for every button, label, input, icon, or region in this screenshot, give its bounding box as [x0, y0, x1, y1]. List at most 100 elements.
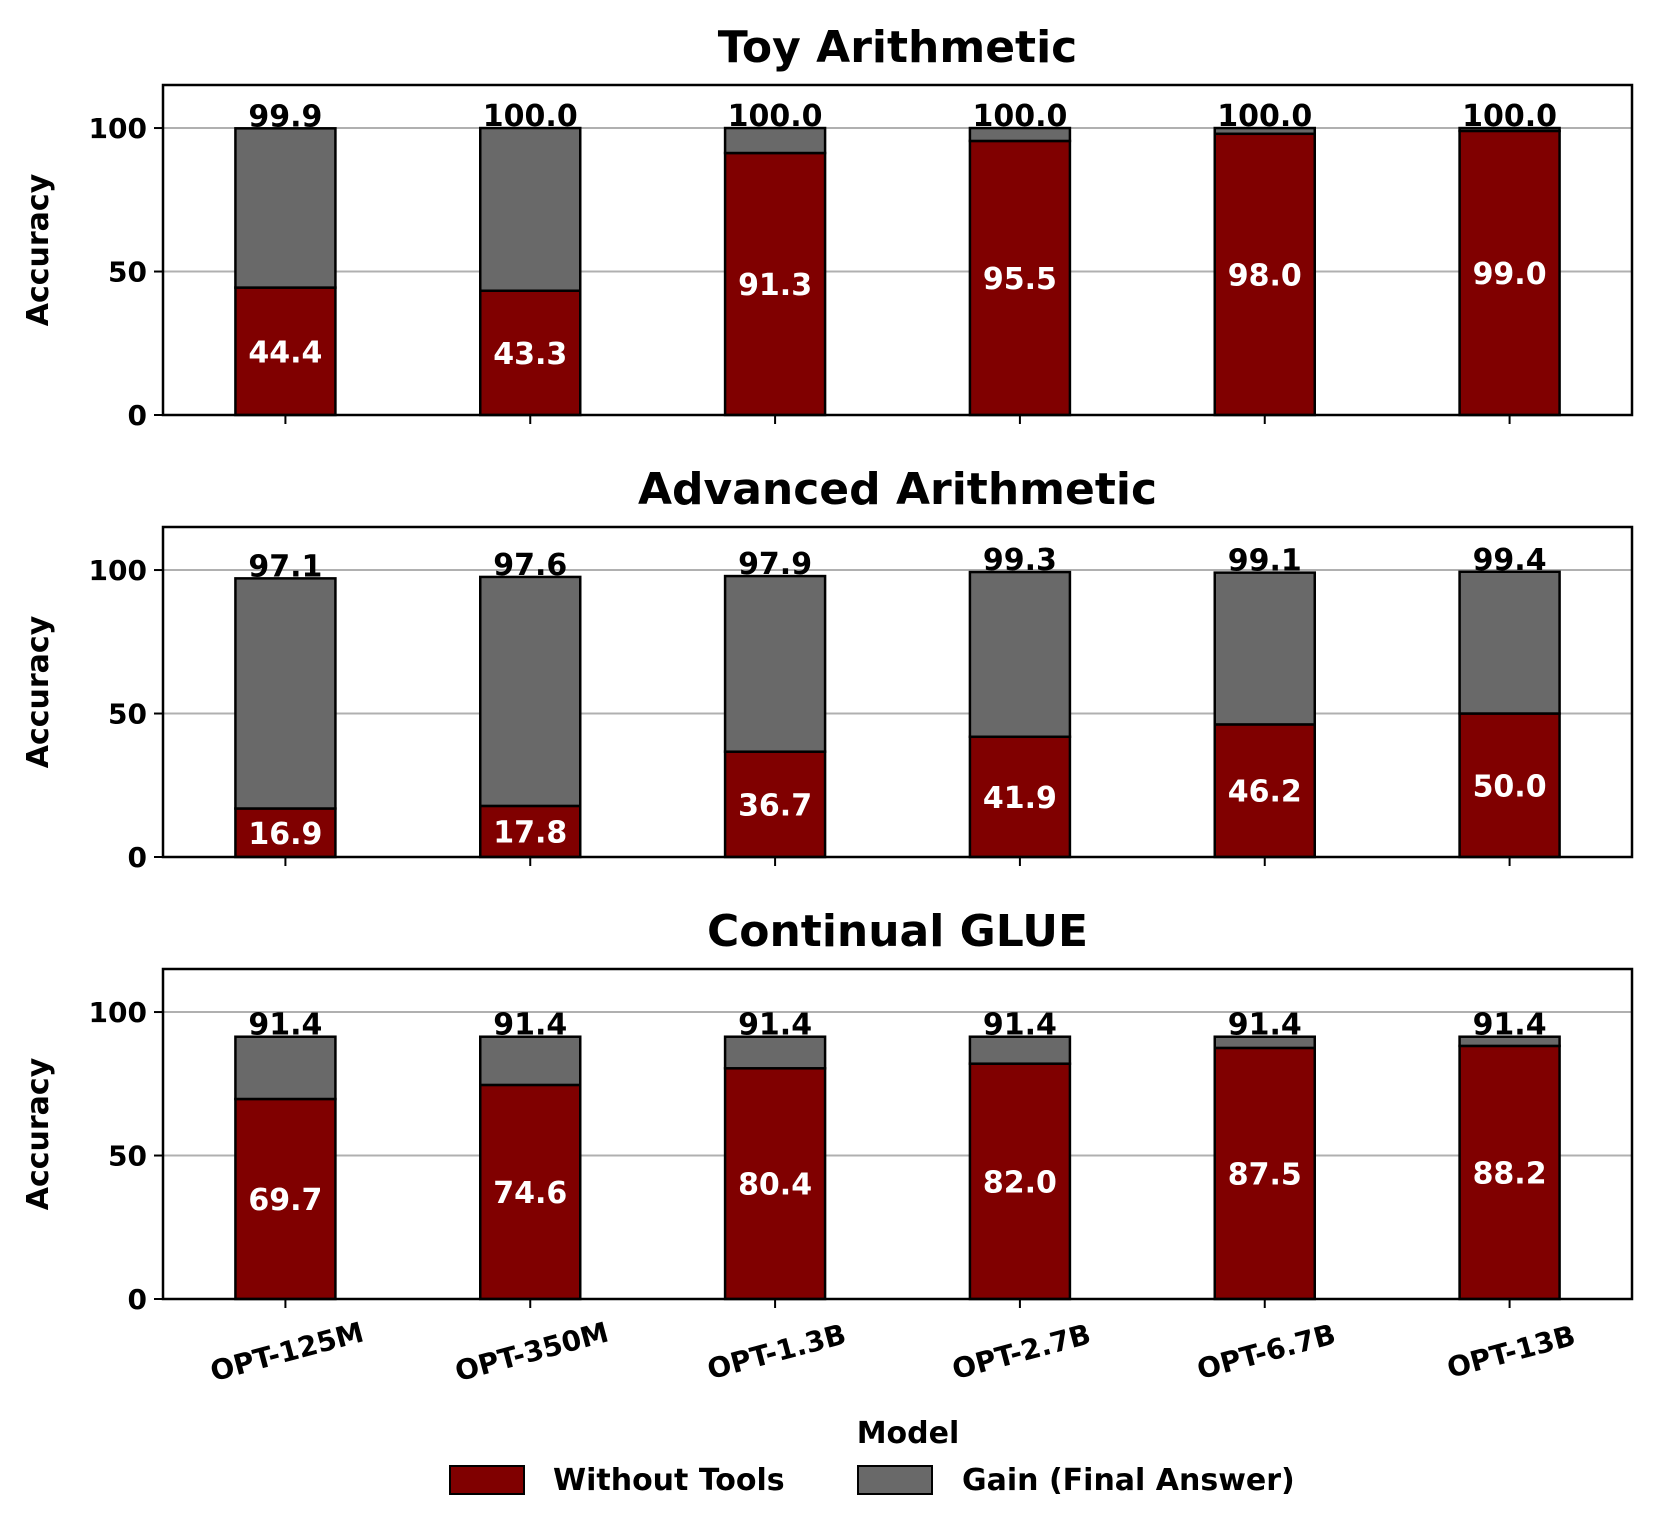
bar-value-label-without-tools: 91.3	[738, 268, 812, 303]
y-tick-label: 50	[108, 1140, 147, 1173]
bar-gain	[234, 127, 337, 289]
bar-without-tools	[479, 289, 582, 417]
bar-value-label-without-tools: 17.8	[493, 815, 567, 850]
y-tick-label: 0	[128, 1283, 147, 1316]
bar-value-label-without-tools: 99.0	[1473, 257, 1547, 292]
bar-gain	[1213, 571, 1316, 726]
x-tick-label: OPT-2.7B	[949, 1318, 1095, 1387]
bar-total-label: 91.4	[983, 1008, 1057, 1043]
bar-gain	[1458, 1035, 1561, 1048]
bar-total-label: 99.1	[1228, 544, 1302, 579]
y-tick-label: 0	[128, 841, 147, 874]
bar-gain	[1458, 570, 1561, 715]
bar-total-label: 100.0	[483, 99, 578, 134]
bar-without-tools	[1213, 723, 1316, 859]
chart-panel: Advanced Arithmetic Accuracy 0 50 100 16.9 97.…	[21, 464, 1634, 874]
bar-value-label-without-tools: 16.9	[248, 817, 322, 852]
bar-total-label: 99.9	[248, 99, 322, 134]
bar-value-label-without-tools: 87.5	[1228, 1157, 1302, 1192]
x-tick-label: OPT-6.7B	[1194, 1318, 1340, 1387]
plot-frame	[161, 83, 1634, 417]
bar-gain	[968, 1035, 1072, 1065]
bar-without-tools	[723, 151, 827, 417]
bar-without-tools	[968, 1062, 1072, 1301]
bar-total-label: 100.0	[1217, 99, 1312, 134]
bar-value-label-without-tools: 46.2	[1228, 775, 1302, 810]
bar-without-tools	[723, 750, 827, 859]
bar-without-tools	[234, 286, 337, 417]
legend-label-gain: Gain (Final Answer)	[962, 1463, 1295, 1498]
legend-swatch-gain	[857, 1465, 933, 1495]
bar-gain	[723, 126, 827, 155]
y-tick-label: 100	[89, 554, 147, 587]
bar-without-tools	[479, 1083, 582, 1301]
bar-total-label: 100.0	[972, 99, 1067, 134]
bar-without-tools	[1458, 1044, 1561, 1301]
bar-value-label-without-tools: 82.0	[983, 1165, 1057, 1200]
bar-value-label-without-tools: 36.7	[738, 788, 812, 823]
bar-value-label-without-tools: 80.4	[738, 1168, 812, 1203]
bar-gain	[723, 574, 827, 753]
bar-value-label-without-tools: 41.9	[983, 781, 1057, 816]
plot-frame	[161, 967, 1634, 1301]
x-axis-label: Model	[857, 1416, 960, 1451]
bar-total-label: 100.0	[728, 99, 823, 134]
bar-total-label: 97.9	[738, 547, 812, 582]
chart-panels: Toy Arithmetic Accuracy 0 50 100 44.4 99.9 43.3…	[21, 22, 1634, 1389]
bar-gain	[479, 126, 582, 292]
bar-gain	[479, 1035, 582, 1087]
bar-gain	[234, 577, 337, 810]
y-tick-label: 50	[108, 256, 147, 289]
bar-total-label: 97.6	[493, 548, 567, 583]
bar-value-label-without-tools: 50.0	[1473, 769, 1547, 804]
bar-gain	[479, 575, 582, 808]
bar-total-label: 91.4	[493, 1008, 567, 1043]
bar-without-tools	[479, 804, 582, 859]
bar-total-label: 91.4	[248, 1008, 322, 1043]
bar-total-label: 100.0	[1462, 99, 1557, 134]
x-tick-label: OPT-350M	[452, 1316, 612, 1389]
y-tick-label: 50	[108, 698, 147, 731]
bar-gain	[968, 126, 1072, 143]
bar-value-label-without-tools: 44.4	[248, 335, 322, 370]
bar-without-tools	[234, 807, 337, 859]
bar-without-tools	[968, 139, 1072, 417]
y-axis-label: Accuracy	[21, 615, 56, 768]
bar-total-label: 99.3	[983, 543, 1057, 578]
bar-gain	[968, 570, 1072, 739]
bar-value-label-without-tools: 98.0	[1228, 258, 1302, 293]
legend-swatch-without-tools	[449, 1465, 525, 1495]
x-tick-label: OPT-1.3B	[704, 1318, 850, 1387]
x-tick-label: OPT-13B	[1443, 1319, 1578, 1385]
y-axis-label: Accuracy	[21, 1057, 56, 1210]
bar-gain	[1213, 1035, 1316, 1050]
y-tick-label: 100	[89, 996, 147, 1029]
bar-total-label: 99.4	[1473, 543, 1547, 578]
chart-panel: Continual GLUE Accuracy 0 50 100 69.7 91.4 OPT-…	[21, 906, 1634, 1389]
chart-title: Advanced Arithmetic	[638, 464, 1157, 515]
bar-gain	[1213, 126, 1316, 136]
bar-value-label-without-tools: 88.2	[1473, 1156, 1547, 1191]
bar-total-label: 97.1	[248, 549, 322, 584]
bar-gain	[1458, 126, 1561, 133]
legend: Without Tools Gain (Final Answer)	[449, 1463, 1295, 1498]
bar-value-label-without-tools: 43.3	[493, 337, 567, 372]
y-axis-label: Accuracy	[21, 173, 56, 326]
legend-label-without-tools: Without Tools	[553, 1463, 785, 1498]
bar-gain	[234, 1035, 337, 1101]
bar-total-label: 91.4	[738, 1008, 812, 1043]
bar-value-label-without-tools: 95.5	[983, 262, 1057, 297]
chart-title: Continual GLUE	[707, 906, 1088, 957]
bar-value-label-without-tools: 74.6	[493, 1176, 567, 1211]
bar-total-label: 91.4	[1473, 1008, 1547, 1043]
bar-total-label: 91.4	[1228, 1008, 1302, 1043]
chart-panel: Toy Arithmetic Accuracy 0 50 100 44.4 99.9 43.3…	[21, 22, 1634, 432]
y-tick-label: 0	[128, 399, 147, 432]
plot-frame	[161, 525, 1634, 859]
x-tick-label: OPT-125M	[207, 1316, 367, 1389]
chart-title: Toy Arithmetic	[718, 22, 1077, 73]
bar-gain	[723, 1035, 827, 1070]
y-tick-label: 100	[89, 112, 147, 145]
bar-value-label-without-tools: 69.7	[248, 1183, 322, 1218]
